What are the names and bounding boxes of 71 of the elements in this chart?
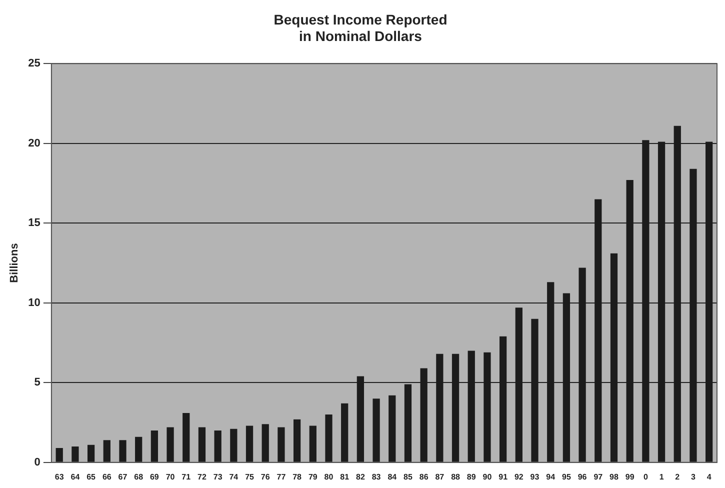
x-tick-label: 95 (562, 472, 572, 482)
bar (325, 414, 332, 462)
x-tick-label: 93 (530, 472, 540, 482)
x-tick-label: 86 (419, 472, 429, 482)
bar (246, 426, 254, 462)
bar (72, 446, 79, 462)
x-tick-label: 99 (625, 472, 635, 482)
bar (150, 430, 158, 462)
x-tick-label: 97 (594, 472, 604, 482)
x-tick-label: 92 (514, 472, 524, 482)
x-tick-label: 64 (70, 472, 80, 482)
bar (341, 403, 348, 462)
x-tick-label: 80 (324, 472, 334, 482)
x-tick-label: 69 (150, 472, 160, 482)
chart-title: Bequest Income Reported in Nominal Dollars (274, 11, 448, 44)
x-tick-label: 1 (659, 472, 664, 482)
x-tick-label: 83 (372, 472, 382, 482)
y-tick-label: 10 (28, 296, 40, 309)
x-tick-label: 82 (356, 472, 366, 482)
y-tick-label: 25 (28, 58, 40, 70)
x-tick-label: 96 (578, 472, 588, 482)
x-tick-label: 78 (292, 472, 302, 482)
x-tick-label: 75 (245, 472, 255, 482)
bar (103, 440, 110, 462)
bar (214, 430, 222, 462)
x-tick-label: 68 (134, 472, 144, 482)
bar (182, 412, 190, 462)
x-tick-label: 79 (308, 472, 318, 482)
x-tick-label: 72 (198, 472, 207, 482)
bar (56, 448, 63, 462)
x-tick-label: 94 (546, 472, 556, 482)
bar (87, 444, 95, 462)
x-tick-label: 65 (86, 472, 96, 482)
bar (309, 426, 316, 462)
bar (230, 428, 238, 462)
y-tick-label: 0 (34, 456, 40, 468)
bar (293, 419, 301, 462)
x-tick-label: 77 (276, 472, 286, 482)
x-tick-label: 84 (388, 472, 398, 482)
x-tick-label: 70 (166, 472, 176, 482)
x-tick-label: 87 (435, 472, 445, 482)
bar (278, 427, 285, 462)
x-tick-label: 89 (466, 472, 476, 482)
bar (388, 395, 396, 462)
x-tick-label: 73 (213, 472, 223, 482)
bar (119, 440, 126, 462)
x-tick-label: 67 (118, 472, 128, 482)
bar (198, 427, 206, 462)
x-tick-label: 4 (706, 472, 712, 482)
x-tick-label: 88 (451, 472, 461, 482)
x-tick-label: 2 (675, 472, 680, 482)
x-tick-label: 85 (404, 472, 413, 482)
bar (262, 424, 269, 462)
x-tick-label: 0 (643, 472, 648, 482)
y-tick-label: 20 (28, 137, 40, 150)
bar (135, 436, 142, 462)
x-tick-label: 81 (340, 472, 350, 482)
x-tick-label: 91 (498, 472, 508, 482)
x-tick-label: 66 (102, 472, 112, 482)
x-tick-label: 90 (482, 472, 492, 482)
bar (372, 398, 380, 462)
y-tick-label: 15 (28, 217, 40, 230)
x-tick-label: 71 (182, 472, 192, 482)
y-tick-label: 5 (34, 376, 40, 389)
x-tick-label: 76 (260, 472, 270, 482)
x-tick-label: 3 (691, 472, 696, 482)
x-tick-label: 98 (610, 472, 619, 482)
y-axis-title: Billions (8, 243, 21, 283)
x-tick-label: 63 (54, 472, 64, 482)
bar (166, 427, 174, 462)
x-tick-label: 74 (229, 472, 239, 482)
